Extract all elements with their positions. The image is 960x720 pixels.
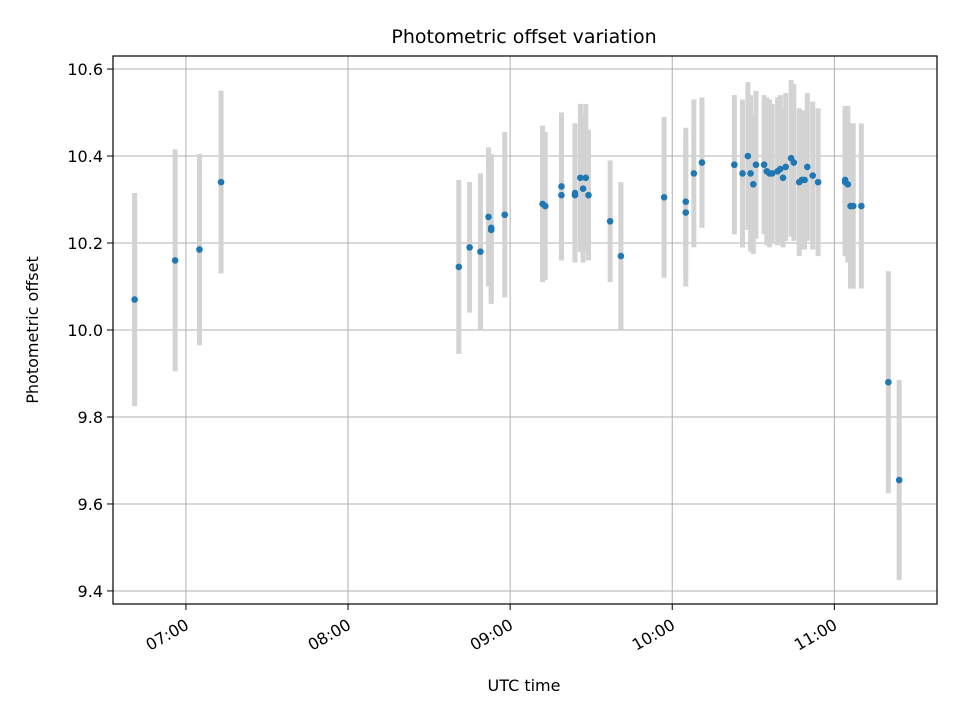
data-point xyxy=(585,191,592,199)
data-point xyxy=(466,244,473,251)
x-axis-label: UTC time xyxy=(488,676,561,695)
chart-title: Photometric offset variation xyxy=(391,26,656,48)
y-axis-label: Photometric offset xyxy=(23,256,42,404)
x-tick-label: 09:00 xyxy=(467,615,516,655)
data-point xyxy=(577,174,584,182)
data-point xyxy=(849,202,857,210)
data-point xyxy=(196,246,203,253)
data-point xyxy=(690,170,698,177)
data-points xyxy=(131,152,903,484)
y-tick-label: 9.8 xyxy=(78,408,103,427)
data-point xyxy=(804,163,811,171)
data-point xyxy=(558,183,565,190)
data-point xyxy=(477,248,484,256)
data-point xyxy=(541,202,549,210)
data-point xyxy=(858,202,865,210)
y-tick-label: 9.4 xyxy=(78,582,103,601)
data-point xyxy=(779,174,787,182)
data-point xyxy=(698,159,706,166)
data-point xyxy=(752,161,760,169)
data-point xyxy=(579,185,587,192)
x-tick-label: 07:00 xyxy=(143,615,192,655)
x-tick-label: 11:00 xyxy=(791,615,840,655)
y-axis-ticks: 9.4 9.6 9.8 10.0 10.2 10.4 10.6 xyxy=(67,60,113,601)
data-point xyxy=(749,181,757,188)
x-tick-label: 08:00 xyxy=(305,615,354,655)
y-tick-label: 10.2 xyxy=(67,234,103,253)
data-point xyxy=(582,174,590,182)
data-point xyxy=(777,165,784,173)
y-tick-label: 10.4 xyxy=(67,147,103,166)
data-point xyxy=(744,152,752,160)
data-point xyxy=(131,296,138,303)
data-point xyxy=(682,209,690,216)
y-tick-label: 10.0 xyxy=(67,321,103,340)
data-point xyxy=(487,224,495,232)
data-point xyxy=(885,378,892,386)
data-point xyxy=(558,191,565,199)
data-point xyxy=(731,161,738,169)
data-point xyxy=(485,213,492,221)
y-tick-label: 10.6 xyxy=(67,60,103,79)
data-point xyxy=(809,172,817,179)
x-tick-label: 10:00 xyxy=(629,615,678,655)
data-point xyxy=(782,163,790,171)
data-point xyxy=(801,176,808,184)
data-point xyxy=(660,194,668,201)
data-point xyxy=(747,170,754,177)
data-point xyxy=(455,263,463,271)
data-point xyxy=(501,211,509,219)
data-point xyxy=(768,170,776,177)
data-point xyxy=(760,161,768,169)
data-point xyxy=(844,181,852,188)
x-axis-ticks: 07:00 08:00 09:00 10:00 11:00 xyxy=(143,604,840,655)
data-point xyxy=(739,170,746,177)
data-point xyxy=(171,257,179,264)
data-point xyxy=(617,252,625,260)
data-point xyxy=(217,178,225,186)
data-point xyxy=(682,198,690,205)
data-point xyxy=(571,191,579,199)
y-tick-label: 9.6 xyxy=(78,495,103,514)
data-point xyxy=(895,476,903,484)
data-point xyxy=(790,159,798,166)
data-point xyxy=(606,217,614,225)
data-point xyxy=(814,178,822,186)
